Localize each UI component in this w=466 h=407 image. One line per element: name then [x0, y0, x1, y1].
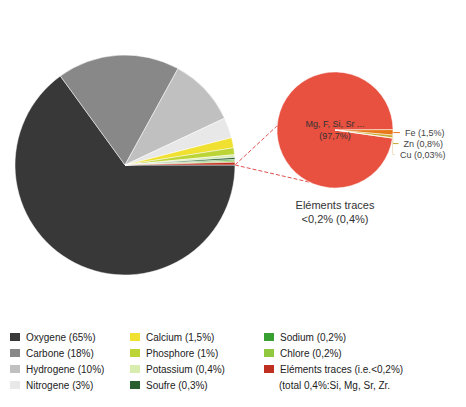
- svg-text:Eléments traces: Eléments traces: [296, 199, 375, 211]
- svg-text:Calcium (1,5%): Calcium (1,5%): [146, 332, 214, 343]
- svg-text:Sodium (0,2%): Sodium (0,2%): [280, 332, 346, 343]
- svg-text:Phosphore (1%): Phosphore (1%): [146, 348, 218, 359]
- svg-text:Zn (0,8%): Zn (0,8%): [404, 139, 444, 149]
- svg-text:Cu (0,03%): Cu (0,03%): [400, 150, 446, 160]
- svg-text:Eléments traces (i.e.<0,2%): Eléments traces (i.e.<0,2%): [280, 364, 403, 375]
- svg-text:Mg, F, Si, Sr ...: Mg, F, Si, Sr ...: [305, 119, 364, 129]
- svg-text:Nitrogene (3%): Nitrogene (3%): [26, 380, 93, 391]
- svg-text:(total 0,4%:Si, Mg, Sr, Zr.: (total 0,4%:Si, Mg, Sr, Zr.: [279, 380, 390, 391]
- svg-text:Hydrogene (10%): Hydrogene (10%): [26, 364, 104, 375]
- svg-text:Fe (1,5%): Fe (1,5%): [405, 128, 445, 138]
- svg-text:<0,2% (0,4%): <0,2% (0,4%): [302, 213, 369, 225]
- svg-text:Carbone (18%): Carbone (18%): [26, 348, 94, 359]
- svg-text:Potassium (0,4%): Potassium (0,4%): [146, 364, 225, 375]
- svg-text:Oxygene (65%): Oxygene (65%): [26, 332, 95, 343]
- svg-text:Chlore (0,2%): Chlore (0,2%): [280, 348, 342, 359]
- svg-text:Soufre (0,3%): Soufre (0,3%): [146, 380, 208, 391]
- svg-text:(97,7%): (97,7%): [319, 131, 351, 141]
